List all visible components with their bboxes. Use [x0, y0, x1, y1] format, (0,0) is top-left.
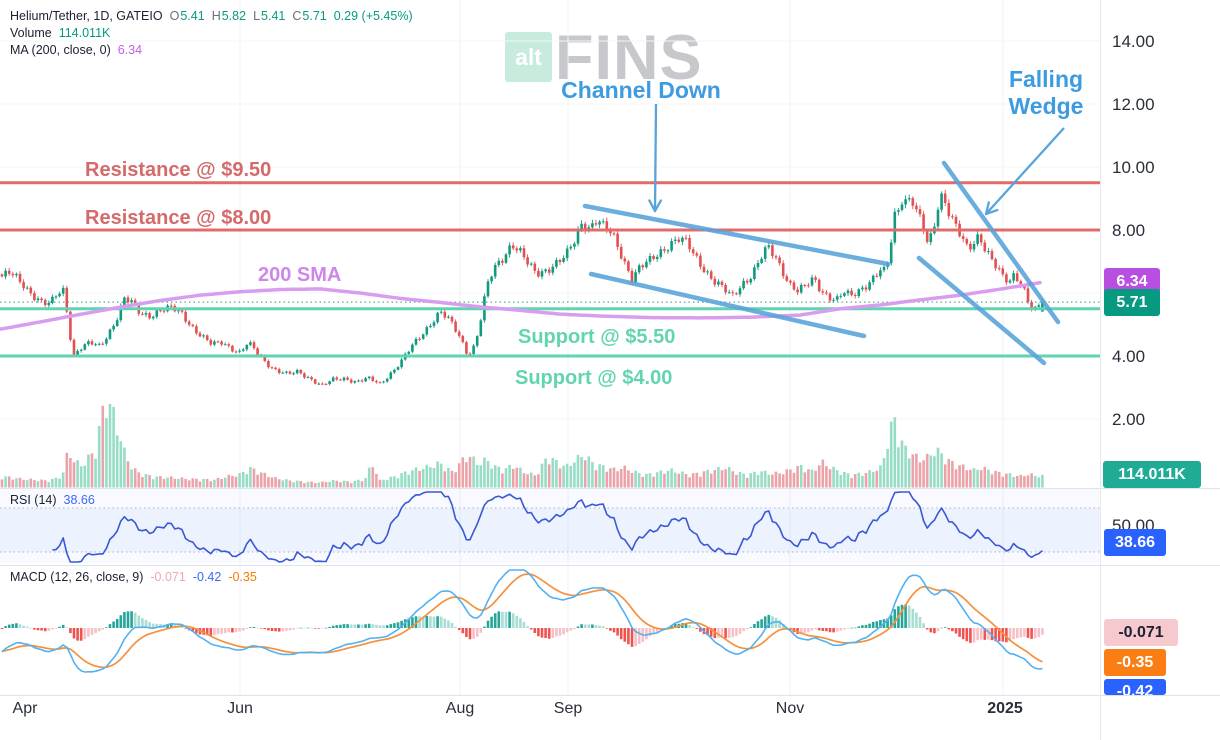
ma-value: 6.34	[117, 43, 143, 57]
altfins-watermark: alt FINS	[505, 24, 703, 92]
macd-line-value: -0.42	[192, 570, 222, 584]
volume-value: 114.011K	[58, 26, 111, 40]
volume-label: Volume	[10, 26, 52, 40]
candles	[0, 189, 1044, 386]
ma-label: MA (200, close, 0)	[10, 43, 111, 57]
ohlc-low: L 5.41	[253, 9, 286, 23]
time-axis-tick: Nov	[775, 700, 805, 717]
volume-bars	[0, 404, 1044, 488]
last-price-badge: 5.71	[1104, 289, 1160, 316]
resistance-950-label[interactable]: Resistance @ $9.50	[85, 159, 272, 181]
rsi-legend[interactable]: RSI (14) 38.66	[10, 493, 95, 507]
macd-lines	[1, 569, 1043, 673]
macd-histogram	[0, 604, 1044, 647]
price-axis-tick: 8.00	[1112, 221, 1146, 240]
support-400-label[interactable]: Support @ $4.00	[515, 367, 673, 389]
channel-down-label[interactable]: Channel Down	[561, 77, 721, 103]
macd-label: MACD (12, 26, close, 9)	[10, 570, 144, 584]
rsi-band	[0, 507, 1100, 553]
price-axis-tick: 12.00	[1112, 95, 1155, 114]
sma-200-label[interactable]: 200 SMA	[258, 264, 342, 286]
macd-hist-value: -0.071	[150, 570, 186, 584]
time-axis-tick: Sep	[553, 700, 583, 717]
volume-badge: 114.011K	[1103, 461, 1201, 488]
altfins-logo-text: FINS	[555, 23, 703, 93]
time-axis-tick: 2025	[987, 700, 1023, 717]
price-axis-tick: 14.00	[1112, 32, 1155, 51]
ma-legend[interactable]: MA (200, close, 0) 6.34	[10, 43, 142, 57]
price-axis-tick: 4.00	[1112, 347, 1146, 366]
price-axis-tick: 2.00	[1112, 410, 1146, 429]
altfins-logo-icon: alt	[505, 32, 552, 82]
resistance-800-label[interactable]: Resistance @ $8.00	[85, 207, 272, 229]
symbol-title: Helium/Tether, 1D, GATEIO	[10, 9, 163, 23]
ohlc-high: H 5.82	[211, 9, 247, 23]
price-axis-tick: 10.00	[1112, 158, 1155, 177]
rsi-label: RSI (14)	[10, 493, 57, 507]
ohlc-open: O 5.41	[169, 9, 205, 23]
sma-line	[0, 280, 1042, 331]
time-axis-tick: Jun	[227, 700, 253, 717]
macd-line-badge: -0.42	[1104, 679, 1166, 695]
rsi-value: 38.66	[63, 493, 95, 507]
change-value: 0.29 (+5.45%)	[333, 9, 413, 23]
time-axis-tick: Aug	[445, 700, 475, 717]
ohlc-close: C 5.71	[292, 9, 327, 23]
macd-signal-badge: -0.35	[1104, 649, 1166, 676]
support-550-label[interactable]: Support @ $5.50	[518, 326, 676, 348]
time-axis-tick: Apr	[12, 700, 38, 717]
rsi-line	[52, 491, 1043, 563]
volume-legend[interactable]: Volume 114.011K	[10, 26, 110, 40]
macd-signal-value: -0.35	[228, 570, 257, 584]
support-resistance-lines	[0, 181, 1100, 358]
falling-wedge-label[interactable]: Falling Wedge	[1008, 66, 1084, 119]
macd-hist-badge: -0.071	[1104, 619, 1178, 646]
rsi-badge: 38.66	[1104, 529, 1166, 556]
trendline-drawings	[582, 103, 1065, 366]
macd-legend[interactable]: MACD (12, 26, close, 9) -0.071 -0.42 -0.…	[10, 570, 257, 584]
